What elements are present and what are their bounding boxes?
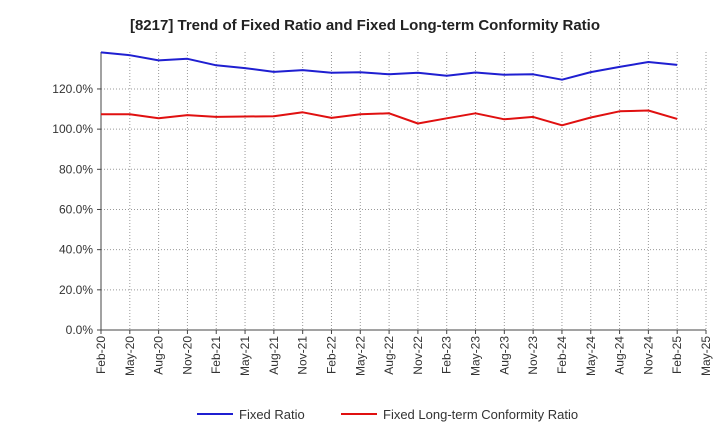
x-axis-ticks: Feb-20 May-20 Aug-20 Nov-20 Feb-21 May-21 Aug-… <box>94 330 713 376</box>
x-tick-label: Nov-24 <box>641 336 655 375</box>
legend-label-fixed-ratio: Fixed Ratio <box>239 407 305 422</box>
x-tick-label: May-23 <box>469 336 483 376</box>
series-line-fixed-ratio <box>100 51 678 81</box>
y-tick-label: 120.0% <box>52 82 93 96</box>
x-tick-label: Nov-22 <box>411 336 425 375</box>
x-tick-label: May-25 <box>699 336 713 376</box>
x-tick-label: Feb-20 <box>94 336 108 374</box>
axes <box>100 52 706 331</box>
chart-title: [8217] Trend of Fixed Ratio and Fixed Lo… <box>130 17 600 34</box>
x-tick-label: Aug-21 <box>267 336 281 375</box>
series-line-fixed-long-term-conformity-ratio <box>101 109 678 127</box>
grid <box>101 52 707 330</box>
x-tick-label: Feb-25 <box>670 336 684 374</box>
x-tick-label: May-21 <box>238 336 252 376</box>
y-tick-label: 60.0% <box>59 202 93 216</box>
y-tick-label: 80.0% <box>59 162 93 176</box>
x-tick-label: Nov-23 <box>526 336 540 375</box>
legend-label-fixed-long-term-conformity-ratio: Fixed Long-term Conformity Ratio <box>383 407 578 422</box>
y-tick-label: 0.0% <box>66 323 94 337</box>
x-tick-label: Feb-21 <box>209 336 223 374</box>
x-tick-label: May-22 <box>353 336 367 376</box>
x-tick-label: Nov-21 <box>296 336 310 375</box>
x-tick-label: Aug-24 <box>613 336 627 375</box>
x-tick-label: Nov-20 <box>180 336 194 375</box>
x-tick-label: Feb-23 <box>440 336 454 374</box>
x-tick-label: Feb-22 <box>324 336 338 374</box>
x-tick-label: Aug-20 <box>152 336 166 375</box>
x-tick-label: May-20 <box>123 336 137 376</box>
x-tick-label: Aug-23 <box>497 336 511 375</box>
series <box>100 51 678 127</box>
y-tick-label: 100.0% <box>52 122 93 136</box>
x-tick-label: Aug-22 <box>382 336 396 375</box>
legend: Fixed Ratio Fixed Long-term Conformity R… <box>197 407 578 422</box>
x-tick-label: May-24 <box>584 336 598 376</box>
y-axis-ticks: 0.0% 20.0% 40.0% 60.0% 80.0% 100.0% 120.0% <box>52 82 101 337</box>
x-tick-label: Feb-24 <box>555 336 569 374</box>
y-tick-label: 40.0% <box>59 243 93 257</box>
y-tick-label: 20.0% <box>59 283 93 297</box>
